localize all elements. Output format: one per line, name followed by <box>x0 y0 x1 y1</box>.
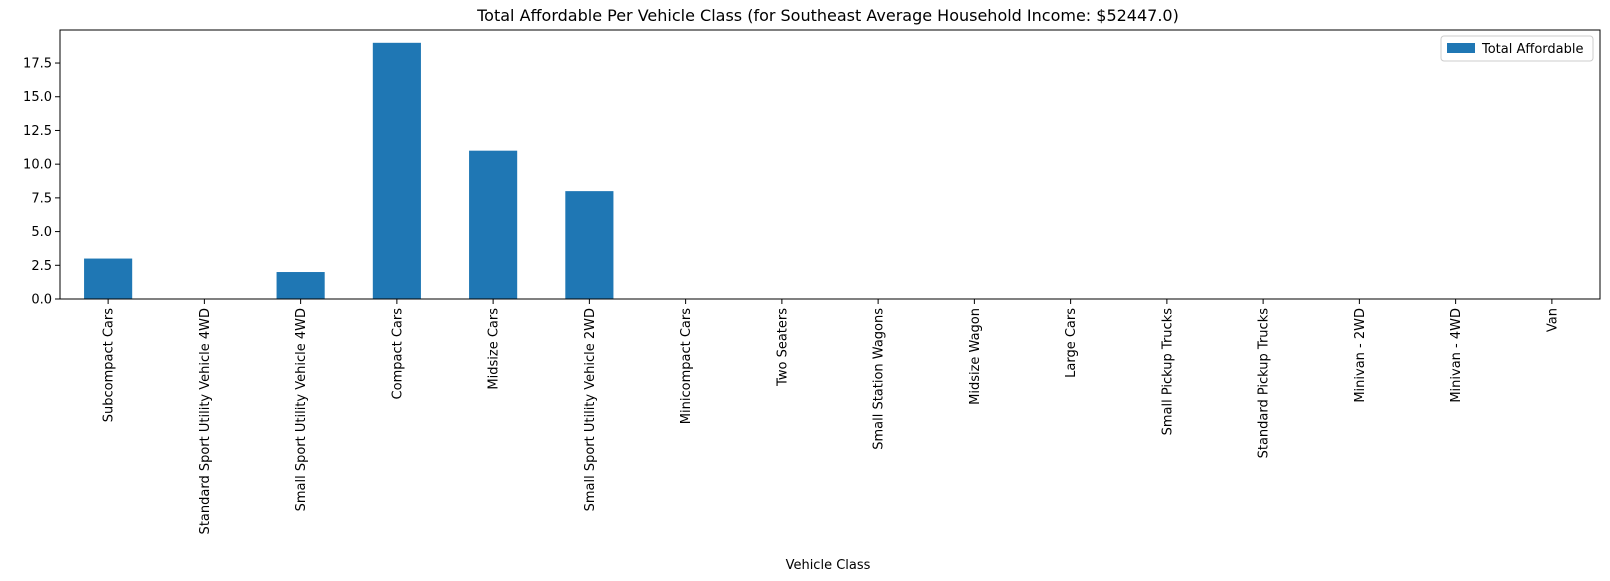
x-tick-label-7: Two Seaters <box>775 308 790 387</box>
x-tick-label-6: Minicompact Cars <box>679 308 694 424</box>
y-tick-label-6: 15.0 <box>23 90 52 105</box>
x-tick-label-4: Midsize Cars <box>487 308 502 390</box>
y-tick-label-1: 2.5 <box>31 259 52 274</box>
y-tick-label-5: 12.5 <box>23 124 52 139</box>
y-tick-label-2: 5.0 <box>31 225 52 240</box>
x-tick-label-13: Minivan - 2WD <box>1353 308 1368 403</box>
plot-frame <box>59 29 1601 300</box>
legend-box <box>1440 35 1594 62</box>
y-tick-label-3: 7.5 <box>31 191 52 206</box>
bar-2 <box>276 272 325 299</box>
x-tick-label-15: Van <box>1545 308 1560 332</box>
x-tick-label-9: Midsize Wagon <box>968 308 983 405</box>
legend: Total Affordable <box>1440 35 1594 62</box>
bar-0 <box>84 258 133 299</box>
x-tick-label-0: Subcompact Cars <box>102 308 117 422</box>
x-axis: Subcompact Cars Standard Sport Utility Ve… <box>102 299 1560 534</box>
x-tick-label-12: Standard Pickup Trucks <box>1257 308 1272 459</box>
x-tick-label-1: Standard Sport Utility Vehicle 4WD <box>198 308 213 534</box>
x-tick-label-11: Small Pickup Trucks <box>1160 308 1175 436</box>
y-tick-label-7: 17.5 <box>23 57 52 72</box>
y-tick-label-0: 0.0 <box>31 293 52 308</box>
x-tick-label-2: Small Sport Utility Vehicle 4WD <box>294 308 309 511</box>
legend-label: Total Affordable <box>1481 42 1584 57</box>
y-tick-label-4: 10.0 <box>23 158 52 173</box>
bar-5 <box>565 191 614 299</box>
plot-area <box>59 29 1601 300</box>
x-tick-label-8: Small Station Wagons <box>872 308 887 450</box>
bar-3 <box>372 42 421 300</box>
x-axis-label: Vehicle Class <box>786 558 871 573</box>
legend-swatch <box>1447 43 1475 53</box>
bar-4 <box>469 150 518 299</box>
x-tick-label-5: Small Sport Utility Vehicle 2WD <box>583 308 598 511</box>
y-axis: 0.0 2.5 5.0 7.5 10.0 12.5 15.0 17.5 <box>23 57 60 308</box>
x-tick-label-10: Large Cars <box>1064 308 1079 378</box>
x-tick-label-3: Compact Cars <box>390 308 405 400</box>
chart-title: Total Affordable Per Vehicle Class (for … <box>476 6 1179 25</box>
x-tick-label-14: Minivan - 4WD <box>1449 308 1464 403</box>
